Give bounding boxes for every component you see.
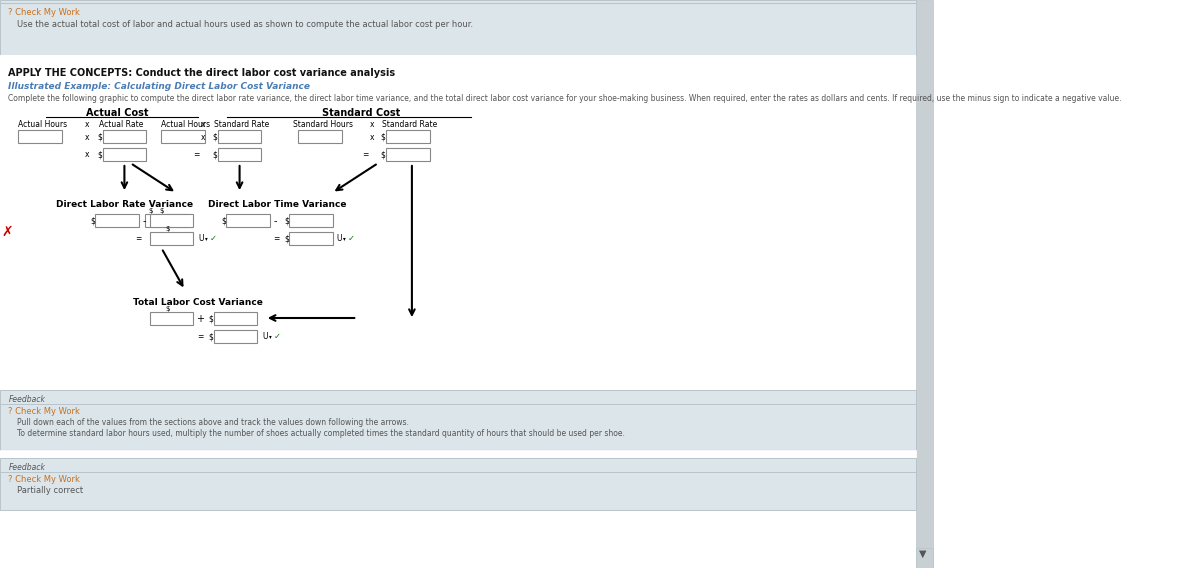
Text: Feedback: Feedback	[8, 463, 46, 472]
Bar	[95, 214, 139, 227]
Text: Actual Hours: Actual Hours	[161, 120, 210, 129]
Bar	[102, 130, 146, 143]
Text: Standard Hours: Standard Hours	[293, 120, 353, 129]
Text: +: +	[196, 314, 204, 324]
Text: Complete the following graphic to compute the direct labor rate variance, the di: Complete the following graphic to comput…	[8, 94, 1122, 103]
Text: Actual Rate: Actual Rate	[100, 120, 144, 129]
Text: Actual Hours: Actual Hours	[18, 120, 67, 129]
Text: x: x	[370, 120, 374, 129]
Text: $: $	[97, 132, 102, 141]
Text: Illustrated Example: Calculating Direct Labor Cost Variance: Illustrated Example: Calculating Direct …	[8, 82, 311, 91]
Text: ✓: ✓	[210, 234, 217, 243]
Bar	[0, 450, 917, 458]
Text: $: $	[212, 132, 217, 141]
Text: $: $	[212, 150, 217, 159]
Bar	[0, 55, 917, 390]
Text: -: -	[143, 216, 146, 226]
Text: $: $	[221, 216, 226, 225]
Text: x: x	[202, 120, 205, 129]
Text: ✓: ✓	[274, 332, 281, 341]
Text: $: $	[380, 132, 385, 141]
Bar	[917, 548, 934, 568]
Text: Partially correct: Partially correct	[17, 486, 83, 495]
Bar	[226, 214, 270, 227]
Text: $: $	[148, 208, 152, 214]
Text: =: =	[134, 234, 142, 243]
Text: Use the actual total cost of labor and actual hours used as shown to compute the: Use the actual total cost of labor and a…	[17, 20, 473, 29]
Text: Standard Cost: Standard Cost	[323, 108, 401, 118]
Bar	[102, 148, 146, 161]
Text: Standard Rate: Standard Rate	[383, 120, 438, 129]
Text: $: $	[284, 234, 289, 243]
Bar	[0, 0, 917, 55]
Text: To determine standard labor hours used, multiply the number of shoes actually co: To determine standard labor hours used, …	[17, 429, 625, 438]
Text: $: $	[90, 216, 95, 225]
Bar	[18, 130, 62, 143]
Text: Total Labor Cost Variance: Total Labor Cost Variance	[133, 298, 263, 307]
Text: Actual Cost: Actual Cost	[86, 108, 149, 118]
Text: ✗: ✗	[1, 225, 13, 239]
Text: Pull down each of the values from the sections above and track the values down f: Pull down each of the values from the se…	[17, 418, 409, 427]
Text: U: U	[198, 234, 204, 243]
Bar	[289, 214, 332, 227]
Bar	[917, 0, 934, 568]
Bar	[150, 312, 193, 325]
Bar	[0, 458, 917, 510]
Bar	[150, 232, 193, 245]
Text: Feedback: Feedback	[8, 395, 46, 404]
Bar	[150, 214, 193, 227]
Text: ? Check My Work: ? Check My Work	[8, 475, 80, 484]
Text: x: x	[84, 132, 89, 141]
Text: Direct Labor Time Variance: Direct Labor Time Variance	[208, 200, 347, 209]
Bar	[161, 130, 205, 143]
Text: U: U	[336, 234, 342, 243]
Bar	[214, 312, 257, 325]
Text: $: $	[160, 208, 163, 214]
Bar	[217, 130, 262, 143]
Bar	[214, 330, 257, 343]
Text: ▾: ▾	[205, 236, 208, 241]
Text: $: $	[284, 216, 289, 225]
Text: x: x	[84, 120, 89, 129]
Text: ▾: ▾	[343, 236, 346, 241]
Bar	[289, 232, 332, 245]
Text: $: $	[166, 306, 170, 312]
Text: $: $	[209, 314, 214, 323]
Bar	[144, 214, 188, 227]
Bar	[299, 130, 342, 143]
Text: =: =	[272, 234, 280, 243]
Text: Standard Rate: Standard Rate	[215, 120, 270, 129]
Text: $: $	[209, 332, 214, 341]
Text: U: U	[263, 332, 268, 341]
Text: =: =	[197, 332, 204, 341]
Bar	[0, 390, 917, 450]
Text: ? Check My Work: ? Check My Work	[8, 8, 80, 17]
Bar	[217, 148, 262, 161]
Text: =: =	[362, 150, 368, 159]
Text: $: $	[97, 150, 102, 159]
Text: APPLY THE CONCEPTS: Conduct the direct labor cost variance analysis: APPLY THE CONCEPTS: Conduct the direct l…	[8, 68, 396, 78]
Bar	[386, 130, 430, 143]
Text: $: $	[166, 226, 170, 232]
Text: Direct Labor Rate Variance: Direct Labor Rate Variance	[56, 200, 193, 209]
Text: ▾: ▾	[269, 334, 271, 339]
Text: x: x	[84, 150, 89, 159]
Text: ▼: ▼	[919, 549, 926, 559]
Text: ? Check My Work: ? Check My Work	[8, 407, 80, 416]
Bar	[386, 148, 430, 161]
Text: x: x	[202, 132, 205, 141]
Text: =: =	[193, 150, 200, 159]
Text: ✓: ✓	[348, 234, 355, 243]
Text: x: x	[370, 132, 374, 141]
Text: -: -	[274, 216, 277, 226]
Text: $: $	[380, 150, 385, 159]
